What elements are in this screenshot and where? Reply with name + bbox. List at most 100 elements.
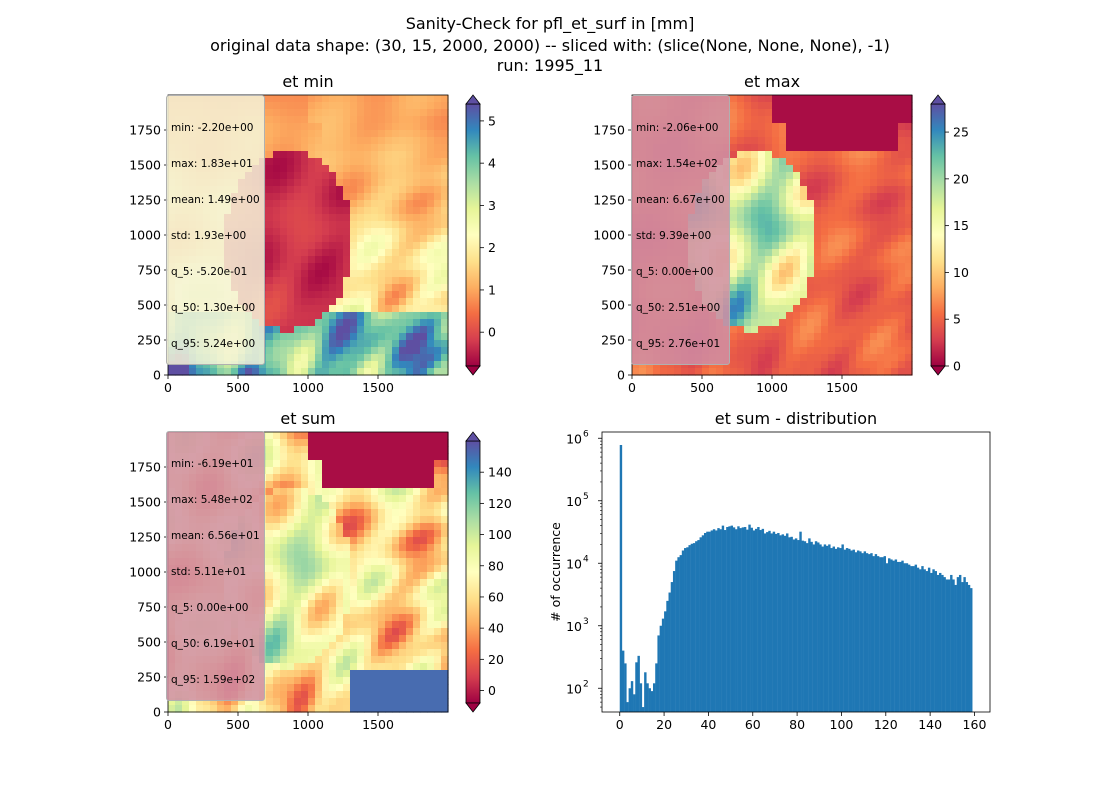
histogram-bar <box>639 683 643 712</box>
heatmap-cell <box>350 670 358 678</box>
heatmap-cell <box>420 179 428 187</box>
heatmap-cell <box>420 200 428 208</box>
heatmap-cell <box>434 621 442 629</box>
heatmap-cell <box>308 656 316 664</box>
heatmap-cell <box>905 109 913 117</box>
heatmap-cell <box>392 453 400 461</box>
heatmap-cell <box>322 319 330 327</box>
heatmap-cell <box>695 368 703 376</box>
heatmap-cell <box>287 677 295 685</box>
heatmap-cell <box>371 502 379 510</box>
heatmap-cell <box>898 172 906 180</box>
heatmap-cell <box>315 565 323 573</box>
heatmap-cell <box>434 677 442 685</box>
heatmap-cell <box>427 221 435 229</box>
heatmap-cell <box>343 291 351 299</box>
heatmap-cell <box>905 361 913 369</box>
heatmap-cell <box>336 684 344 692</box>
heatmap-cell <box>856 158 864 166</box>
heatmap-cell <box>814 207 822 215</box>
heatmap-cell <box>427 95 435 103</box>
heatmap-cell <box>751 179 759 187</box>
heatmap-cell <box>765 200 773 208</box>
heatmap-cell <box>385 600 393 608</box>
colorbar-tick-label: 80 <box>488 558 504 573</box>
heatmap-cell <box>294 572 302 580</box>
heatmap-cell <box>772 319 780 327</box>
heatmap-cell <box>800 144 808 152</box>
heatmap-cell <box>301 347 309 355</box>
heatmap-cell <box>392 130 400 138</box>
heatmap-cell <box>371 123 379 131</box>
heatmap-cell <box>308 228 316 236</box>
heatmap-cell <box>786 298 794 306</box>
heatmap-cell <box>786 179 794 187</box>
heatmap-cell <box>420 368 428 376</box>
heatmap-cell <box>434 495 442 503</box>
heatmap-cell <box>786 200 794 208</box>
heatmap-cell <box>322 235 330 243</box>
heatmap-cell <box>315 221 323 229</box>
heatmap-cell <box>343 586 351 594</box>
heatmap-cell <box>413 354 421 362</box>
heatmap-cell <box>434 193 442 201</box>
heatmap-cell <box>364 270 372 278</box>
heatmap-cell <box>406 151 414 159</box>
histogram-bar <box>675 560 678 712</box>
heatmap-cell <box>343 607 351 615</box>
heatmap-cell <box>828 249 836 257</box>
heatmap-cell <box>898 137 906 145</box>
heatmap-cell <box>406 530 414 538</box>
heatmap-cell <box>744 242 752 250</box>
heatmap-cell <box>336 621 344 629</box>
heatmap-cell <box>315 558 323 566</box>
heatmap-cell <box>378 481 386 489</box>
heatmap-cell <box>385 368 393 376</box>
heatmap-cell <box>793 116 801 124</box>
heatmap-cell <box>877 256 885 264</box>
heatmap-cell <box>322 263 330 271</box>
heatmap-cell <box>371 656 379 664</box>
heatmap-cell <box>821 228 829 236</box>
heatmap-cell <box>266 137 274 145</box>
heatmap-cell <box>308 214 316 222</box>
heatmap-cell <box>266 242 274 250</box>
heatmap-cell <box>849 109 857 117</box>
heatmap-cell <box>378 242 386 250</box>
heatmap-cell <box>357 319 365 327</box>
heatmap-cell <box>420 263 428 271</box>
heatmap-cell <box>702 368 710 376</box>
heatmap-cell <box>308 361 316 369</box>
heatmap-cell <box>378 354 386 362</box>
heatmap-cell <box>168 705 176 713</box>
heatmap-cell <box>737 256 745 264</box>
heatmap-cell <box>357 474 365 482</box>
heatmap-cell <box>371 172 379 180</box>
heatmap-cell <box>322 354 330 362</box>
heatmap-cell <box>357 340 365 348</box>
heatmap-cell <box>343 432 351 440</box>
heatmap-cell <box>301 172 309 180</box>
heatmap-cell <box>266 214 274 222</box>
heatmap-cell <box>371 460 379 468</box>
heatmap-cell <box>406 298 414 306</box>
heatmap-cell <box>800 151 808 159</box>
heatmap-cell <box>378 221 386 229</box>
heatmap-cell <box>849 193 857 201</box>
heatmap-cell <box>385 340 393 348</box>
heatmap-cell <box>730 340 738 348</box>
heatmap-cell <box>343 151 351 159</box>
heatmap-cell <box>322 291 330 299</box>
heatmap-cell <box>807 158 815 166</box>
heatmap-cell <box>800 221 808 229</box>
heatmap-cell <box>793 368 801 376</box>
heatmap-cell <box>441 530 449 538</box>
heatmap-cell <box>301 340 309 348</box>
heatmap-cell <box>364 354 372 362</box>
heatmap-cell <box>371 116 379 124</box>
heatmap-cell <box>357 544 365 552</box>
heatmap-cell <box>378 593 386 601</box>
heatmap-cell <box>343 530 351 538</box>
heatmap-cell <box>863 214 871 222</box>
heatmap-cell <box>329 172 337 180</box>
